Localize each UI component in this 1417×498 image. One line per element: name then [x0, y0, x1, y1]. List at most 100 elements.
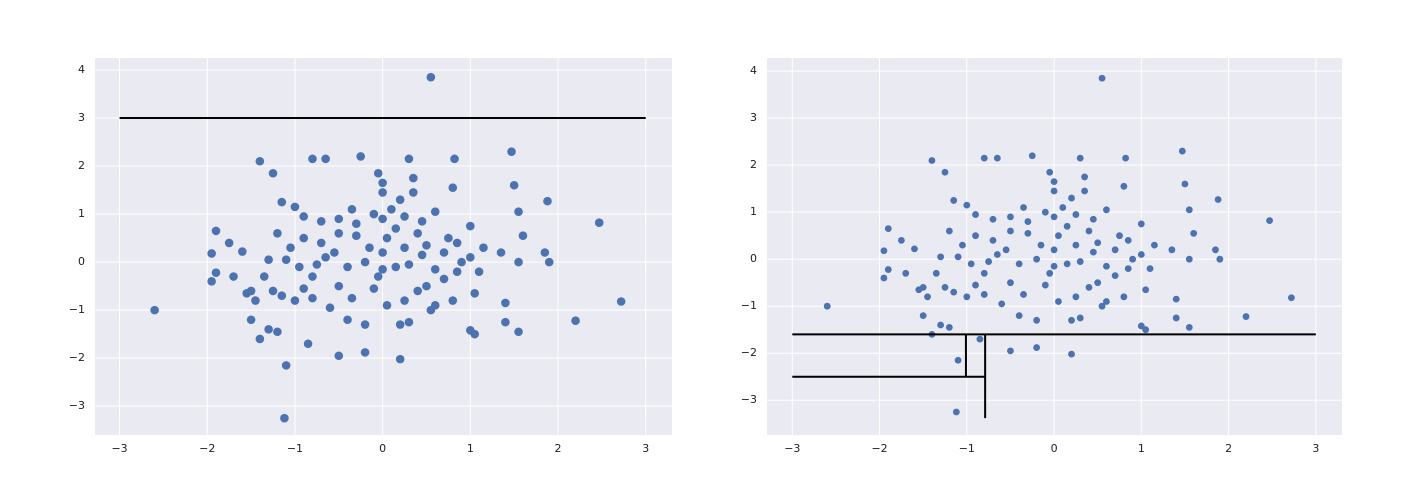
- point: [972, 232, 979, 240]
- point: [378, 178, 387, 188]
- point: [295, 262, 304, 272]
- y-tick-label: 1: [750, 205, 757, 218]
- point: [466, 253, 475, 262]
- point: [207, 277, 216, 286]
- point: [980, 291, 988, 298]
- point: [823, 302, 831, 310]
- point: [1124, 236, 1132, 244]
- point: [430, 207, 440, 216]
- point: [1063, 260, 1071, 268]
- point: [1007, 279, 1014, 287]
- point: [255, 156, 265, 166]
- point: [400, 212, 409, 221]
- point: [321, 154, 330, 164]
- point: [343, 262, 352, 272]
- point: [1041, 208, 1049, 216]
- point: [945, 323, 953, 331]
- point: [150, 305, 159, 315]
- point: [950, 288, 958, 296]
- point: [409, 188, 418, 197]
- point: [1266, 217, 1273, 225]
- point: [1050, 187, 1058, 195]
- point: [373, 272, 383, 281]
- point: [352, 231, 361, 240]
- point: [268, 168, 278, 178]
- point: [224, 238, 234, 248]
- point: [884, 225, 892, 233]
- point: [211, 226, 221, 236]
- point: [378, 265, 387, 274]
- y-tick-label: −2: [741, 346, 757, 359]
- point: [543, 196, 552, 206]
- point: [1050, 178, 1058, 186]
- point: [540, 248, 550, 257]
- point: [321, 253, 330, 262]
- point: [518, 231, 528, 240]
- point: [281, 255, 291, 265]
- point: [1094, 239, 1102, 247]
- point: [1172, 314, 1180, 322]
- point: [409, 173, 418, 183]
- point: [268, 286, 278, 296]
- point: [251, 296, 260, 305]
- point: [229, 272, 238, 281]
- point: [264, 255, 273, 265]
- point: [211, 268, 221, 277]
- y-tick-label: −3: [741, 393, 757, 406]
- point: [1185, 206, 1193, 214]
- point: [280, 413, 289, 423]
- point: [1007, 227, 1014, 235]
- y-tick-label: 3: [78, 111, 85, 124]
- point: [980, 269, 988, 277]
- point: [400, 296, 409, 305]
- point: [413, 228, 422, 238]
- point: [303, 339, 313, 349]
- point: [1076, 258, 1084, 265]
- point: [1007, 347, 1014, 355]
- point: [1055, 232, 1062, 240]
- point: [1015, 312, 1023, 320]
- x-tick-label: 3: [1312, 442, 1319, 455]
- point: [1072, 211, 1080, 218]
- point: [1120, 293, 1128, 301]
- point: [1041, 281, 1049, 289]
- point: [993, 251, 1001, 258]
- point: [989, 236, 997, 244]
- point: [422, 281, 431, 291]
- point: [273, 228, 282, 238]
- point: [998, 300, 1006, 308]
- point: [378, 188, 387, 197]
- point: [1129, 255, 1136, 263]
- point: [413, 286, 422, 296]
- point: [959, 241, 966, 249]
- point: [373, 168, 383, 178]
- point: [980, 154, 988, 162]
- point: [1116, 232, 1123, 240]
- point: [1068, 316, 1075, 324]
- point: [308, 272, 317, 281]
- point: [479, 243, 488, 253]
- point: [1103, 262, 1110, 270]
- point: [1098, 74, 1106, 82]
- point: [1050, 246, 1058, 254]
- point: [430, 265, 440, 274]
- point: [1103, 298, 1110, 305]
- y-tick-label: 4: [78, 63, 85, 76]
- point: [347, 204, 357, 214]
- point: [594, 218, 604, 228]
- point: [457, 257, 466, 267]
- point: [347, 293, 357, 303]
- x-tick-label: −1: [959, 442, 975, 455]
- point: [1063, 222, 1071, 230]
- point: [259, 272, 269, 281]
- point: [404, 317, 414, 327]
- y-tick-label: −3: [69, 399, 85, 412]
- point: [369, 284, 379, 293]
- y-tick-label: −1: [741, 299, 757, 312]
- point: [1098, 302, 1106, 310]
- point: [915, 286, 923, 294]
- point: [360, 348, 370, 357]
- point: [963, 201, 971, 209]
- point: [395, 354, 405, 364]
- point: [972, 281, 979, 289]
